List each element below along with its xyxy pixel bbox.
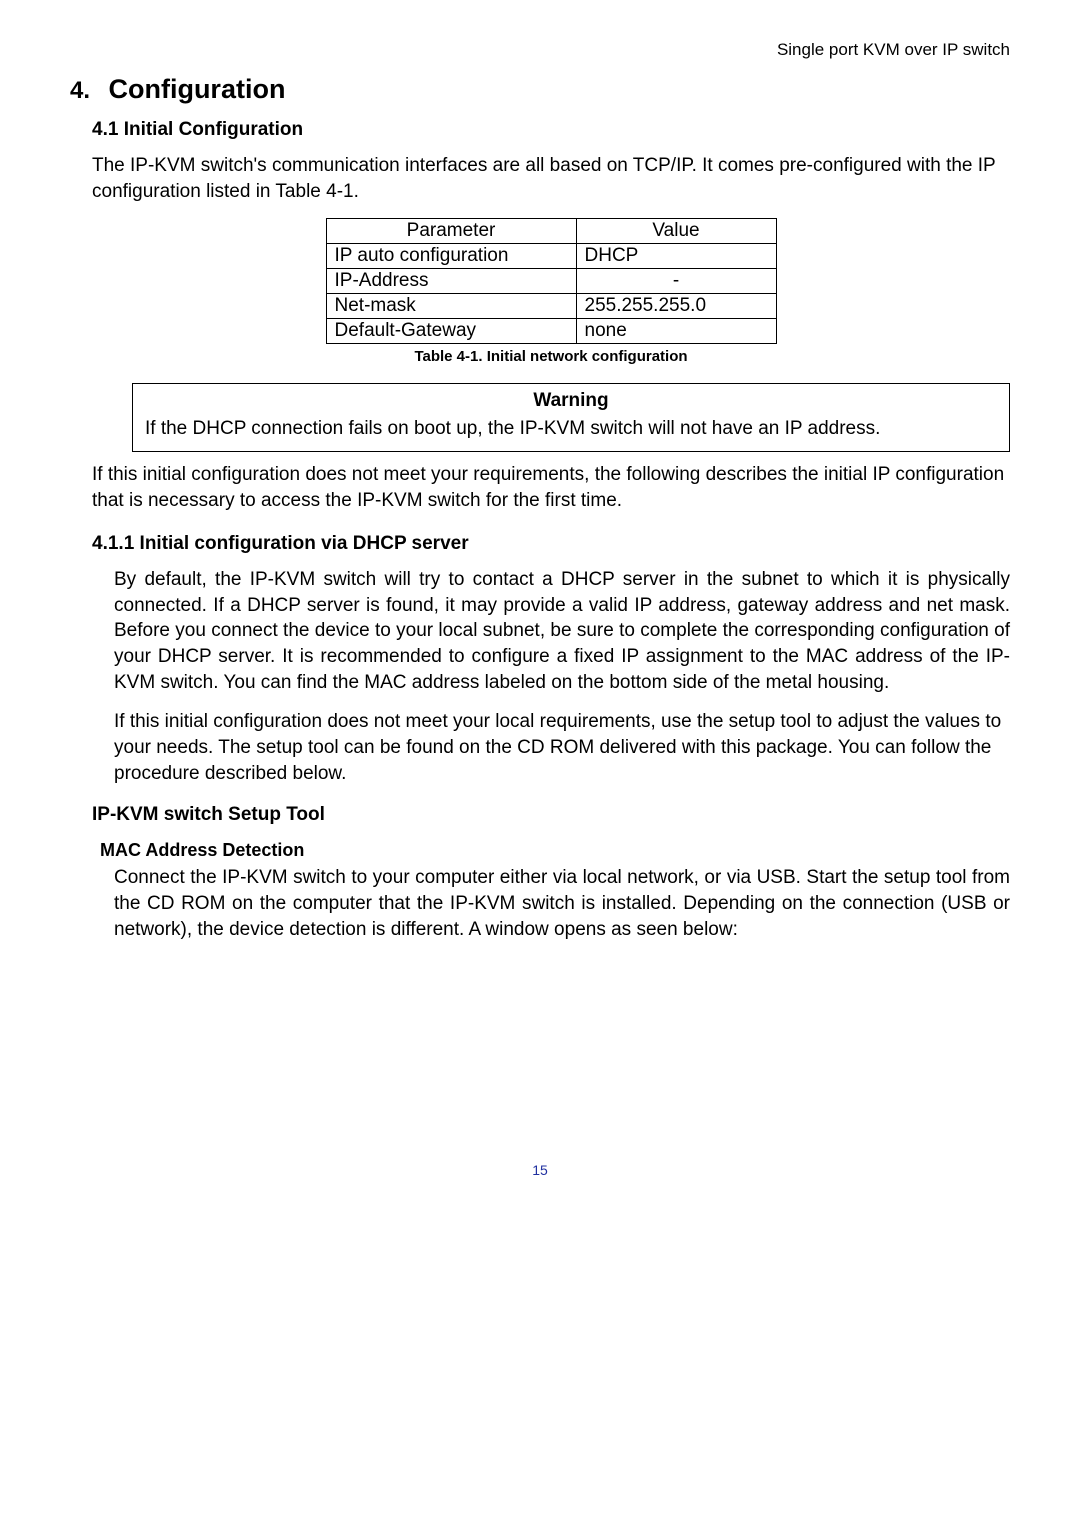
setup-tool-title: IP-KVM switch Setup Tool (92, 804, 1010, 826)
doc-header: Single port KVM over IP switch (70, 40, 1010, 60)
col-header-value: Value (576, 219, 776, 244)
subsection-4-1-1-title: 4.1.1 Initial configuration via DHCP ser… (92, 533, 1010, 555)
network-config-table: Parameter Value IP auto configuration DH… (326, 218, 777, 344)
table-row: IP auto configuration DHCP (326, 244, 776, 269)
mac-detection-title: MAC Address Detection (100, 840, 1010, 861)
table-row: Default-Gateway none (326, 319, 776, 344)
warning-text: If the DHCP connection fails on boot up,… (145, 416, 997, 443)
cell-param: Default-Gateway (326, 319, 576, 344)
table-row: Net-mask 255.255.255.0 (326, 294, 776, 319)
intro-paragraph: The IP-KVM switch's communication interf… (92, 153, 1010, 204)
section-heading: 4. Configuration (70, 74, 1010, 105)
warning-title: Warning (145, 390, 997, 412)
dhcp-paragraph-2: If this initial configuration does not m… (92, 709, 1010, 786)
post-warning-paragraph: If this initial configuration does not m… (92, 462, 1010, 513)
col-header-parameter: Parameter (326, 219, 576, 244)
warning-box: Warning If the DHCP connection fails on … (132, 383, 1010, 452)
cell-param: Net-mask (326, 294, 576, 319)
cell-param: IP auto configuration (326, 244, 576, 269)
subsection-4-1-title: 4.1 Initial Configuration (92, 119, 1010, 141)
dhcp-paragraph-1: By default, the IP-KVM switch will try t… (92, 567, 1010, 695)
table-row: IP-Address - (326, 269, 776, 294)
table-caption: Table 4-1. Initial network configuration (92, 348, 1010, 365)
table-header-row: Parameter Value (326, 219, 776, 244)
cell-value: DHCP (576, 244, 776, 269)
cell-value: 255.255.255.0 (576, 294, 776, 319)
section-number: 4. (70, 77, 90, 104)
mac-detection-text: Connect the IP-KVM switch to your comput… (100, 865, 1010, 942)
section-title: Configuration (108, 74, 285, 104)
cell-param: IP-Address (326, 269, 576, 294)
cell-value: - (576, 269, 776, 294)
page-number: 15 (70, 1162, 1010, 1178)
cell-value: none (576, 319, 776, 344)
